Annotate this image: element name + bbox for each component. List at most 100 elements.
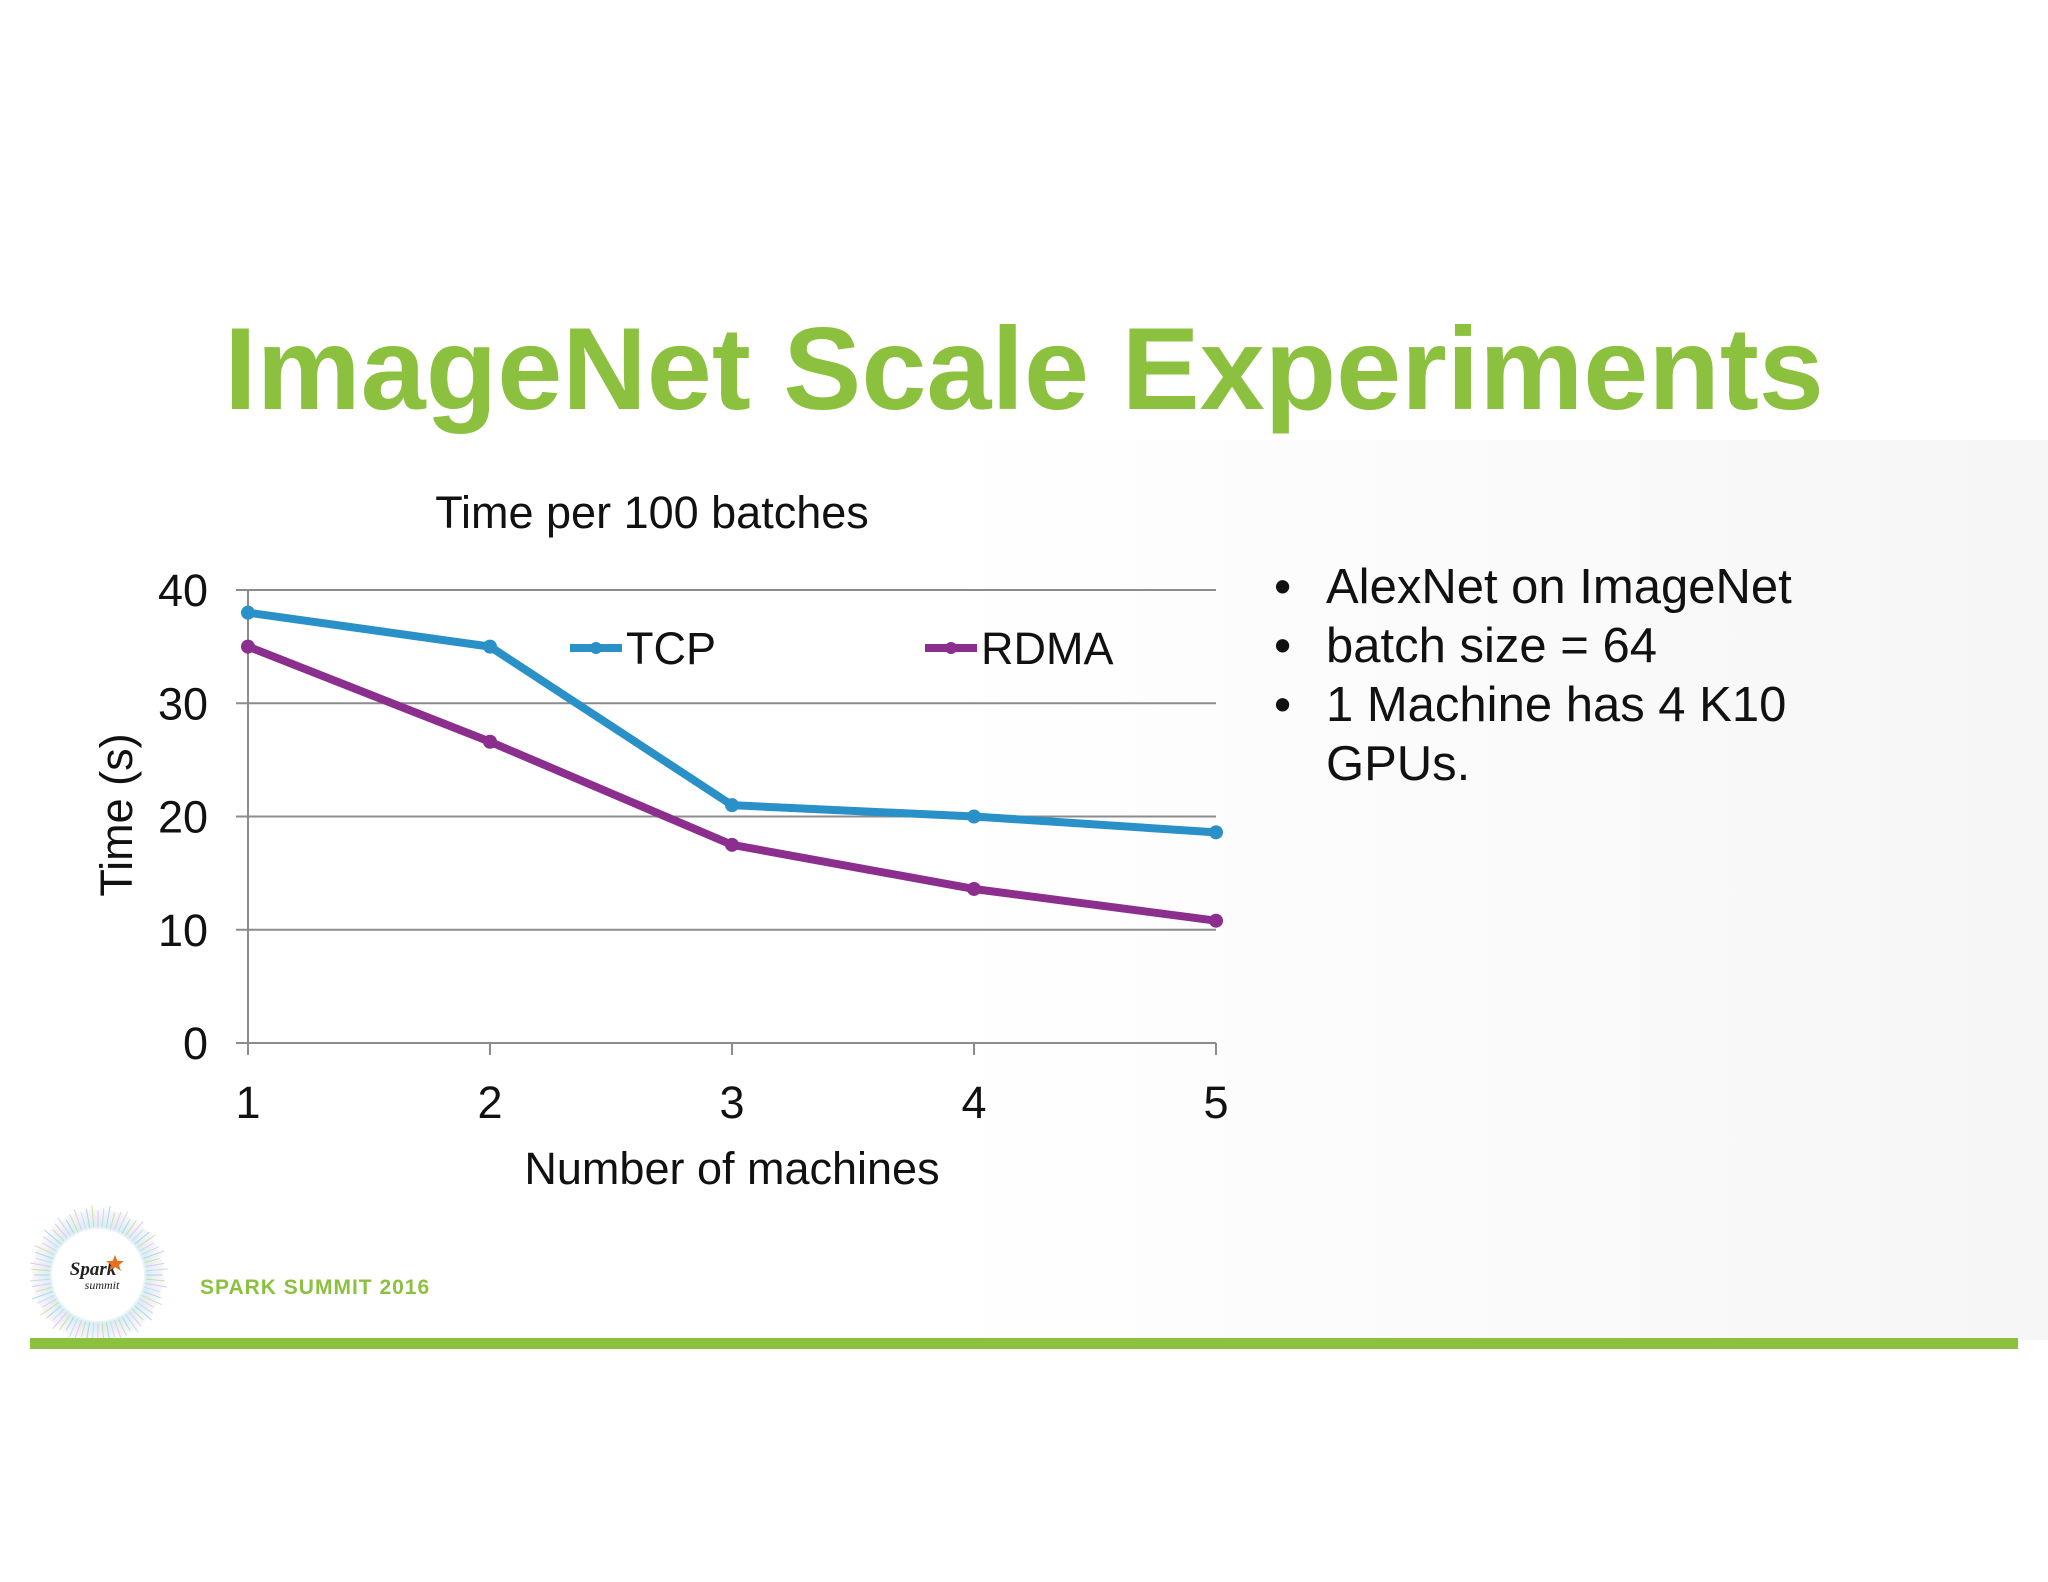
event-label: SPARK SUMMIT 2016 [200,1276,431,1299]
data-point-tcp [241,605,255,620]
x-tick-label: 1 [235,1077,260,1128]
logo-ray [101,1208,105,1228]
logo-ray [40,1302,59,1316]
logo-ray [34,1251,54,1260]
logo-ray [42,1298,57,1308]
logo-ray [113,1211,122,1231]
logo-ray [80,1321,87,1337]
logo-ray [91,1205,95,1228]
legend-label-tcp: TCP [626,623,716,674]
logo-ray [137,1234,156,1248]
data-point-rdma [1209,913,1223,928]
data-point-tcp [1209,825,1223,840]
logo-ray [42,1236,59,1248]
data-point-rdma [483,734,497,749]
logo-ray [121,1316,131,1331]
data-point-tcp [483,639,497,654]
logo-ray [145,1278,165,1282]
logo-ray [101,1322,105,1340]
star-icon [106,1255,124,1271]
y-tick-label: 10 [158,905,208,956]
logo-ray [125,1314,139,1333]
logo-ray [31,1282,51,1288]
logo-circle [52,1229,144,1321]
logo-ray [145,1262,165,1268]
logo-ray [34,1244,55,1256]
logo-ray [139,1298,154,1308]
x-tick-label: 5 [1203,1077,1228,1128]
logo-ray [42,1242,57,1252]
logo-ray [144,1257,160,1264]
bullet-item: batch size = 64 [1270,617,1910,676]
logo-ray [30,1278,51,1282]
spark-summit-logo: Spark summit [30,1205,168,1340]
logo-ray [52,1308,65,1321]
logo-ray [113,1319,123,1340]
y-tick-label: 30 [158,678,208,729]
slide-title: ImageNet Scale Experiments [224,303,1824,434]
bullet-item: AlexNet on ImageNet [1270,558,1910,617]
logo-ray [109,1321,116,1337]
logo-ray [145,1282,168,1288]
logo-ray [131,1308,144,1321]
footer-bar [30,1338,2018,1349]
bullet-list: AlexNet on ImageNet batch size = 64 1 Ma… [1270,558,1910,794]
logo-ray [142,1250,164,1260]
logo-ray [86,1322,91,1340]
logo-ray [73,1209,83,1231]
legend-marker-rdma [945,642,957,654]
y-tick-label: 20 [158,792,208,843]
x-tick-label: 3 [719,1077,744,1128]
logo-ray [54,1223,68,1239]
logo-ray [44,1229,62,1245]
logo-ray [30,1262,51,1268]
logo-ray [105,1205,111,1228]
y-axis-label: Time (s) [91,733,142,896]
logo-ray [141,1294,162,1306]
logo-ray [145,1268,168,1272]
logo-ray [105,1322,110,1340]
x-tick-label: 2 [477,1077,502,1128]
logo-ray [128,1311,142,1327]
bullet-item: 1 Machine has 4 K10 GPUs. [1270,676,1910,794]
series-line-rdma [244,642,1220,925]
logo-ray [80,1213,87,1229]
logo-ray [74,1319,83,1339]
logo-word-spark: Spark [70,1259,117,1280]
logo-ray [144,1286,160,1293]
logo-ray [134,1305,152,1321]
x-tick-label: 4 [961,1077,986,1128]
chart-series [241,605,1223,928]
logo-ray [52,1229,65,1242]
logo-ray [121,1219,131,1234]
logo-ray [36,1286,52,1293]
chart-axes: 0 10 20 30 40 1 2 3 4 5 [158,565,1229,1128]
data-point-rdma [241,639,255,654]
logo-ray [57,1217,71,1236]
legend-label-rdma: RDMA [981,623,1114,674]
data-point-rdma [725,837,739,852]
data-point-rdma [967,881,981,896]
chart-legend: TCP RDMA [570,623,1114,674]
logo-ray [37,1294,55,1304]
logo-ray [134,1231,150,1245]
logo-ray [142,1290,162,1299]
logo-ray [85,1208,91,1228]
logo-ray [65,1219,75,1234]
logo-ray [117,1211,129,1232]
logo-ray [46,1305,62,1319]
logo-ray [109,1213,116,1229]
logo-ray [32,1290,54,1300]
data-point-tcp [725,798,739,813]
logo-ray [125,1219,137,1236]
logo-ray [117,1318,127,1336]
x-axis-label: Number of machines [524,1143,939,1194]
legend-marker-tcp [590,642,602,654]
logo-ray [36,1257,52,1264]
logo-ray [67,1318,79,1339]
logo-ray [52,1311,68,1329]
logo-ray [128,1221,144,1239]
y-tick-label: 40 [158,565,208,616]
chart-title: Time per 100 batches [435,487,869,538]
